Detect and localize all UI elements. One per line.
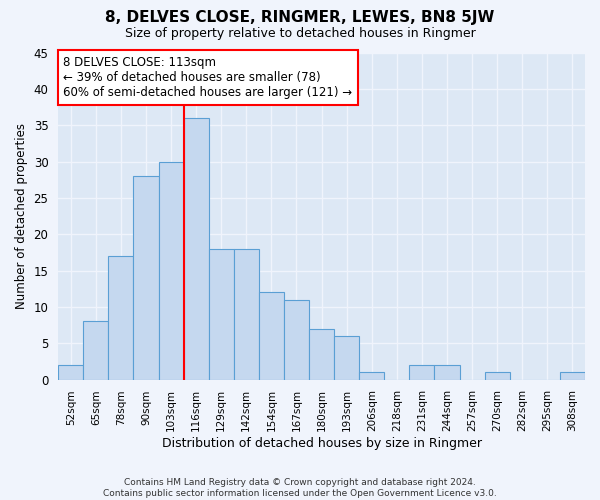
Y-axis label: Number of detached properties: Number of detached properties	[15, 123, 28, 309]
Bar	[409, 365, 434, 380]
Text: Contains HM Land Registry data © Crown copyright and database right 2024.
Contai: Contains HM Land Registry data © Crown c…	[103, 478, 497, 498]
X-axis label: Distribution of detached houses by size in Ringmer: Distribution of detached houses by size …	[161, 437, 482, 450]
Bar	[359, 372, 384, 380]
Bar	[158, 162, 184, 380]
Bar	[58, 365, 83, 380]
Bar	[284, 300, 309, 380]
Bar	[560, 372, 585, 380]
Bar	[83, 322, 109, 380]
Bar	[133, 176, 158, 380]
Bar	[184, 118, 209, 380]
Bar	[434, 365, 460, 380]
Bar	[334, 336, 359, 380]
Bar	[485, 372, 510, 380]
Bar	[259, 292, 284, 380]
Bar	[209, 249, 234, 380]
Bar	[109, 256, 133, 380]
Text: 8, DELVES CLOSE, RINGMER, LEWES, BN8 5JW: 8, DELVES CLOSE, RINGMER, LEWES, BN8 5JW	[106, 10, 494, 25]
Text: Size of property relative to detached houses in Ringmer: Size of property relative to detached ho…	[125, 28, 475, 40]
Bar	[309, 328, 334, 380]
Bar	[234, 249, 259, 380]
Text: 8 DELVES CLOSE: 113sqm
← 39% of detached houses are smaller (78)
60% of semi-det: 8 DELVES CLOSE: 113sqm ← 39% of detached…	[64, 56, 353, 99]
